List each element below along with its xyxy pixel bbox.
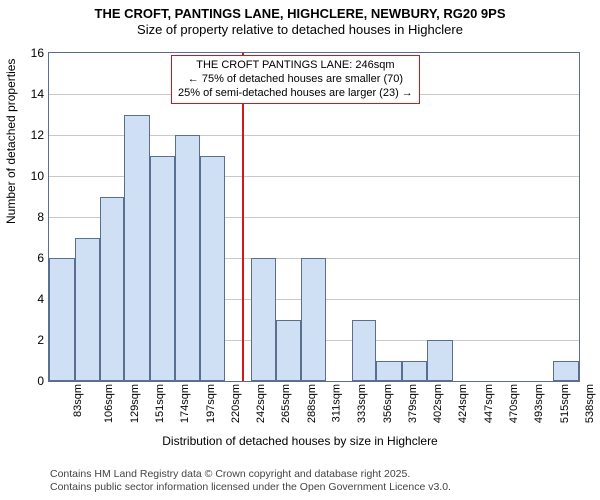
histogram-bar: [376, 361, 402, 382]
histogram-bar: [251, 258, 277, 381]
y-tick-label: 6: [16, 251, 44, 265]
histogram-bar: [150, 156, 176, 382]
y-tick-label: 0: [16, 374, 44, 388]
annotation-line: ← 75% of detached houses are smaller (70…: [178, 73, 413, 87]
x-axis-label: Distribution of detached houses by size …: [0, 434, 600, 448]
y-tick-label: 12: [16, 128, 44, 142]
y-tick-label: 10: [16, 169, 44, 183]
page-subtitle: Size of property relative to detached ho…: [0, 22, 600, 38]
histogram-bar: [124, 115, 150, 382]
histogram-bar: [276, 320, 300, 382]
attribution-footer: Contains HM Land Registry data © Crown c…: [50, 468, 451, 494]
x-tick-label: 538sqm: [584, 384, 600, 423]
y-tick-label: 2: [16, 333, 44, 347]
annotation-box: THE CROFT PANTINGS LANE: 246sqm← 75% of …: [171, 55, 420, 104]
histogram-bar: [352, 320, 376, 382]
footer-line-2: Contains public sector information licen…: [50, 481, 451, 494]
plot-area: THE CROFT PANTINGS LANE: 246sqm← 75% of …: [48, 52, 580, 382]
histogram-bar: [200, 156, 226, 382]
histogram-bar: [301, 258, 327, 381]
histogram-bar: [427, 340, 453, 381]
histogram-bar: [402, 361, 428, 382]
y-tick-label: 14: [16, 87, 44, 101]
histogram-bar: [75, 238, 101, 382]
annotation-line: THE CROFT PANTINGS LANE: 246sqm: [178, 59, 413, 73]
histogram-bar: [49, 258, 75, 381]
y-tick-label: 16: [16, 46, 44, 60]
y-tick-label: 8: [16, 210, 44, 224]
page-title: THE CROFT, PANTINGS LANE, HIGHCLERE, NEW…: [0, 0, 600, 22]
histogram-bar: [100, 197, 124, 382]
histogram-bar: [553, 361, 579, 382]
histogram-bar: [175, 135, 199, 381]
footer-line-1: Contains HM Land Registry data © Crown c…: [50, 468, 451, 481]
y-tick-label: 4: [16, 292, 44, 306]
chart-page: THE CROFT, PANTINGS LANE, HIGHCLERE, NEW…: [0, 0, 600, 500]
chart-area: Number of detached properties THE CROFT …: [0, 44, 600, 424]
annotation-line: 25% of semi-detached houses are larger (…: [178, 87, 413, 101]
